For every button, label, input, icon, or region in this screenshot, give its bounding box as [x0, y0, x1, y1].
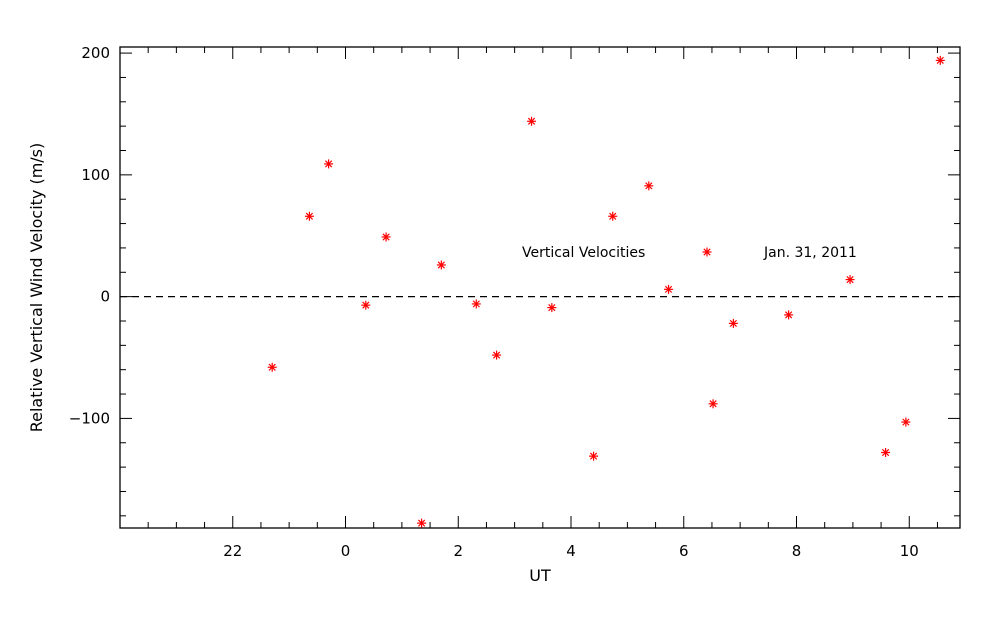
plot-area-frame	[119, 46, 961, 529]
axis-ticks	[119, 47, 960, 528]
data-point	[784, 310, 794, 320]
y-tick-label: 0	[100, 288, 110, 306]
y-tick-label: 100	[81, 166, 110, 184]
data-point	[492, 350, 502, 360]
y-tick-label: 200	[81, 44, 110, 62]
data-point	[527, 116, 537, 126]
x-axis-title: UT	[529, 566, 551, 585]
data-point	[471, 299, 481, 309]
x-tick-label: 4	[566, 542, 576, 560]
y-tick-labels: −100 0 100 200	[69, 44, 110, 427]
x-tick-label: 0	[341, 542, 351, 560]
data-point	[608, 211, 618, 221]
data-point	[845, 275, 855, 285]
legend-series-label: Vertical Velocities	[522, 245, 645, 261]
data-point	[361, 300, 371, 310]
legend-asterisk	[702, 247, 712, 257]
data-points	[267, 55, 945, 528]
legend: Vertical Velocities Jan. 31, 2011	[522, 245, 857, 261]
data-point	[381, 232, 391, 242]
legend-asterisk-marker	[702, 247, 712, 257]
data-point	[664, 284, 674, 294]
data-point	[708, 399, 718, 409]
data-point	[644, 181, 654, 191]
x-tick-label: 8	[792, 542, 802, 560]
data-point	[304, 211, 314, 221]
x-tick-labels: 22 0 2 4 6 8 10	[223, 542, 919, 560]
data-point	[547, 303, 557, 313]
data-point	[417, 518, 427, 528]
x-tick-label: 10	[900, 542, 919, 560]
data-point	[589, 451, 599, 461]
data-point	[901, 417, 911, 427]
data-point	[436, 260, 446, 270]
x-tick-label: 6	[679, 542, 689, 560]
x-tick-label: 22	[223, 542, 242, 560]
x-tick-label: 2	[453, 542, 463, 560]
data-point	[935, 55, 945, 65]
data-point	[267, 362, 277, 372]
data-point	[728, 318, 738, 328]
data-point	[324, 159, 334, 169]
data-point	[881, 448, 891, 458]
y-tick-label: −100	[69, 409, 110, 427]
legend-date-text: Jan. 31, 2011	[763, 245, 857, 261]
y-axis-title: Relative Vertical Wind Velocity (m/s)	[27, 143, 46, 433]
